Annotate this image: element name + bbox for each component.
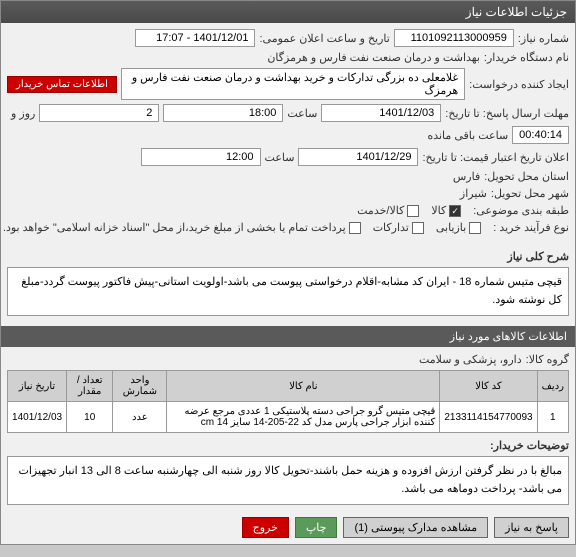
view-docs-button[interactable]: مشاهده مدارک پیوستی (1) [343, 517, 488, 538]
description-text: قیچی متیس شماره 18 - ایران کد مشابه-اقلا… [7, 267, 569, 316]
title-bar: جزئیات اطلاعات نیاز [1, 1, 575, 23]
purchase-type-label: نوع فرآیند خرید : [493, 221, 569, 234]
device-name-value: بهداشت و درمان صنعت نفت فارس و هرمزگان [267, 51, 480, 64]
contact-info-button[interactable]: اطلاعات تماس خریدار [7, 76, 117, 93]
th-quantity: تعداد / مقدار [67, 371, 113, 402]
checkbox-kala-container: کالا [431, 204, 461, 217]
th-unit: واحد شمارش [113, 371, 167, 402]
purchase-option1-container: بازیابی [436, 221, 481, 234]
purchase-note-label: پرداخت تمام یا بخشی از مبلغ خرید،از محل … [3, 221, 346, 234]
request-creator-label: ایجاد کننده درخواست: [469, 78, 569, 91]
notes-text: مبالغ با در نظر گرفتن ارزش افزوده و هزین… [7, 456, 569, 505]
print-button[interactable]: چاپ [295, 517, 338, 538]
days-label: روز و [11, 107, 35, 120]
device-name-label: نام دستگاه خریدار: [484, 51, 569, 64]
need-number-value: 1101092113000959 [394, 29, 514, 47]
checkbox-option1[interactable] [469, 222, 481, 234]
bottom-buttons: پاسخ به نیاز مشاهده مدارک پیوستی (1) چاپ… [1, 511, 575, 544]
th-row: ردیف [537, 371, 568, 402]
checkbox-service-label: کالا/خدمت [357, 204, 404, 217]
th-name: نام کالا [167, 371, 440, 402]
checkbox-service-container: کالا/خدمت [357, 204, 419, 217]
need-number-label: شماره نیاز: [518, 32, 569, 45]
public-time-value: 1401/12/01 - 17:07 [135, 29, 255, 47]
checkbox-kala-label: کالا [431, 204, 446, 217]
th-date: تاریخ نیاز [8, 371, 67, 402]
delivery-city: شیراز [460, 187, 487, 200]
purchase-option2-container: تدارکات [373, 221, 424, 234]
checkbox-service[interactable] [407, 205, 419, 217]
goods-table: ردیف کد کالا نام کالا واحد شمارش تعداد /… [7, 370, 569, 433]
purchase-option1-label: بازیابی [436, 221, 466, 234]
td-row: 1 [537, 402, 568, 433]
checkbox-option2[interactable] [412, 222, 424, 234]
group-label: گروه کالا: [526, 353, 569, 366]
group-value: دارو، پزشکی و سلامت [419, 353, 522, 366]
reply-button[interactable]: پاسخ به نیاز [494, 517, 569, 538]
checkbox-note[interactable] [349, 222, 361, 234]
validity-time: 12:00 [141, 148, 261, 166]
goods-section: گروه کالا: دارو، پزشکی و سلامت ردیف کد ک… [1, 347, 575, 511]
deadline-time-label: ساعت [287, 107, 317, 120]
validity-time-label: ساعت [265, 151, 295, 164]
remaining-time: 00:40:14 [512, 126, 569, 144]
td-quantity: 10 [67, 402, 113, 433]
days-value: 2 [39, 104, 159, 122]
deadline-time: 18:00 [163, 104, 283, 122]
purchase-option2-label: تدارکات [373, 221, 409, 234]
notes-label: توضیحات خریدار: [490, 439, 569, 452]
main-container: جزئیات اطلاعات نیاز شماره نیاز: 11010921… [0, 0, 576, 545]
validity-label: اعلان تاریخ اعتبار قیمت: تا تاریخ: [422, 151, 569, 164]
th-code: کد کالا [440, 371, 537, 402]
remaining-label: ساعت باقی مانده [427, 129, 508, 142]
exit-button[interactable]: خروج [242, 517, 289, 538]
table-row: 1 2133114154770093 قیچی متیس گرو جراحی د… [8, 402, 569, 433]
delivery-province-label: استان محل تحویل: [484, 170, 569, 183]
td-name: قیچی متیس گرو جراحی دسته پلاستیکی 1 عددی… [167, 402, 440, 433]
delivery-city-label: شهر محل تحویل: [491, 187, 569, 200]
public-time-label: تاریخ و ساعت اعلان عمومی: [259, 32, 389, 45]
delivery-province: فارس [453, 170, 480, 183]
form-section: شماره نیاز: 1101092113000959 تاریخ و ساع… [1, 23, 575, 244]
description-header: شرح کلی نیاز [507, 250, 569, 263]
purchase-note-container: پرداخت تمام یا بخشی از مبلغ خرید،از محل … [3, 221, 361, 234]
validity-date: 1401/12/29 [298, 148, 418, 166]
td-code: 2133114154770093 [440, 402, 537, 433]
goods-table-container: ردیف کد کالا نام کالا واحد شمارش تعداد /… [7, 370, 569, 433]
td-unit: عدد [113, 402, 167, 433]
request-creator-value: غلامعلی ده بزرگی تدارکات و خرید بهداشت و… [121, 68, 465, 100]
deadline-label: مهلت ارسال پاسخ: تا تاریخ: [445, 107, 569, 120]
description-section: شرح کلی نیاز قیچی متیس شماره 18 - ایران … [1, 244, 575, 322]
td-date: 1401/12/03 [8, 402, 67, 433]
classification-label: طبقه بندی موضوعی: [473, 204, 569, 217]
checkbox-kala[interactable] [449, 205, 461, 217]
goods-section-header: اطلاعات کالاهای مورد نیاز [1, 326, 575, 347]
deadline-date: 1401/12/03 [321, 104, 441, 122]
